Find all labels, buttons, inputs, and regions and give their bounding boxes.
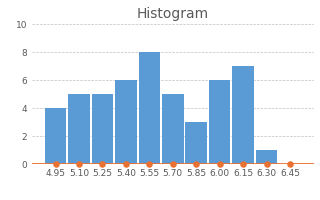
Bar (45, 108, 66, 164)
Point (76, 162, 82, 166)
Bar (139, 52, 160, 164)
Point (170, 162, 175, 166)
Point (241, 162, 246, 166)
Point (287, 162, 292, 166)
Bar (209, 80, 230, 164)
Bar (115, 80, 137, 164)
Bar (68, 94, 90, 164)
Point (194, 162, 199, 166)
Bar (92, 94, 113, 164)
Point (53, 162, 58, 166)
Point (123, 162, 128, 166)
Point (100, 162, 105, 166)
Point (217, 162, 222, 166)
Bar (162, 94, 184, 164)
Title: Histogram: Histogram (137, 7, 209, 21)
Point (264, 162, 269, 166)
Bar (232, 66, 254, 164)
Bar (256, 150, 277, 164)
Bar (186, 122, 207, 164)
Point (147, 162, 152, 166)
